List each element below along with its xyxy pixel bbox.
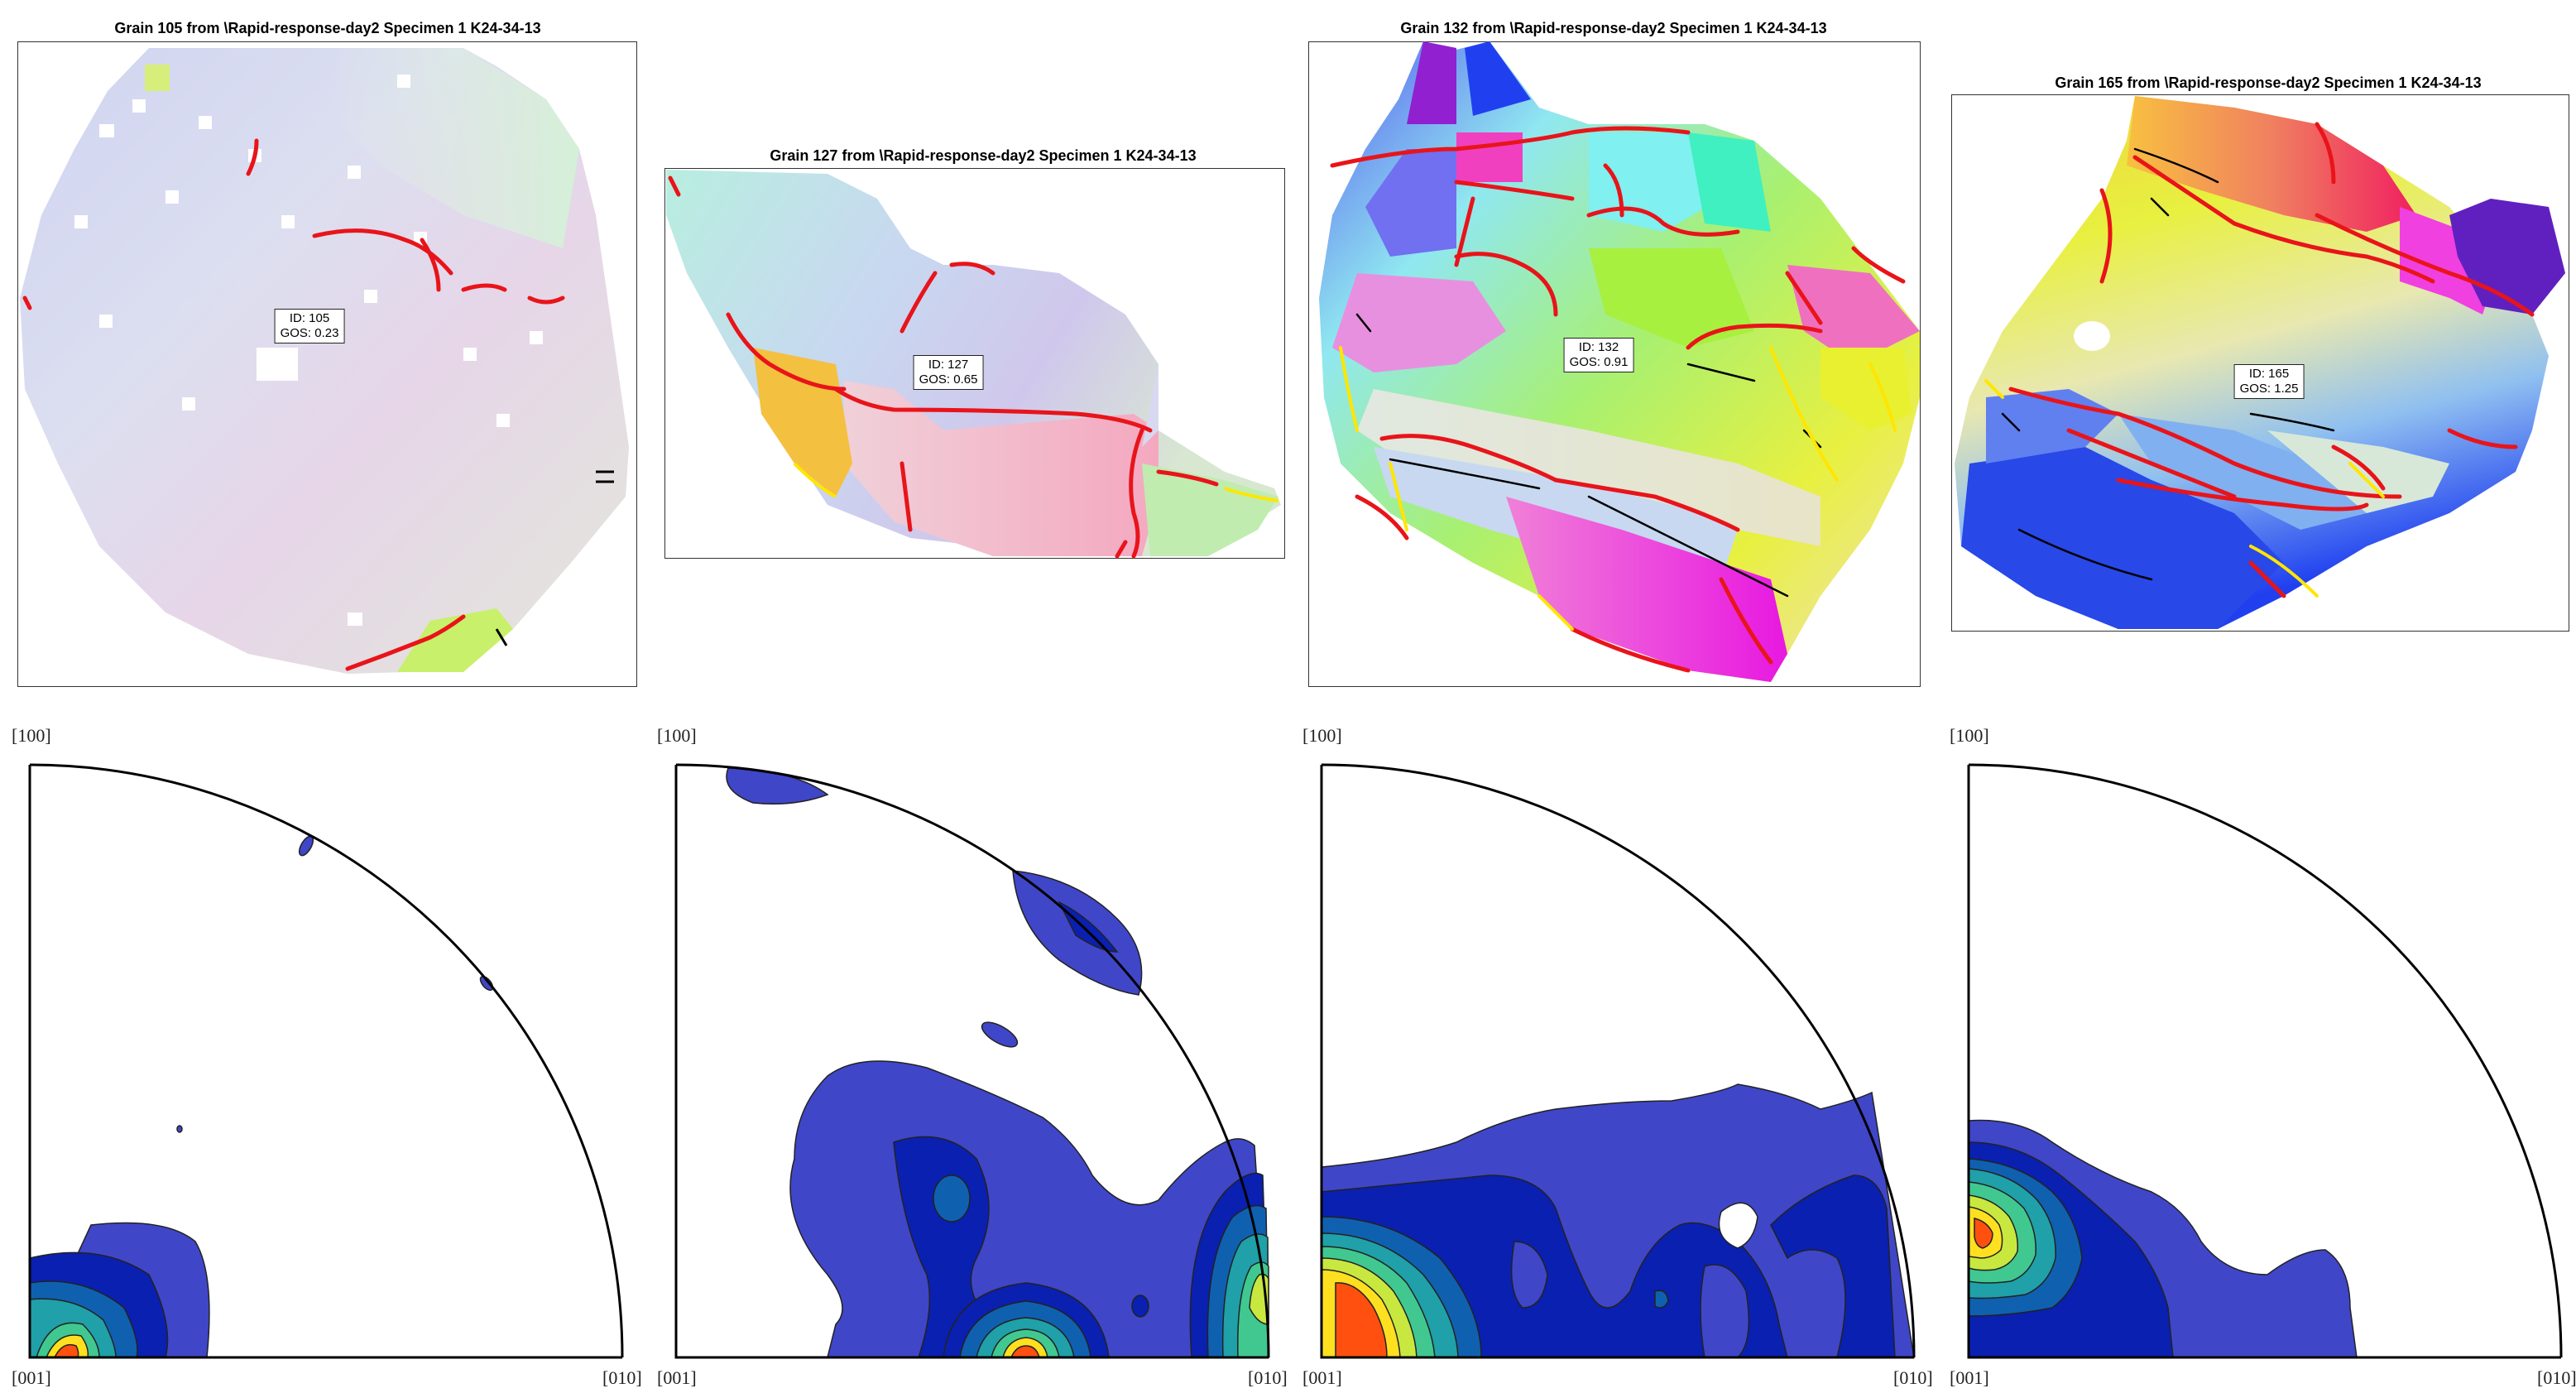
ipf-127-label-100: [100]	[657, 725, 697, 746]
grain-165-gos: GOS: 1.25	[2239, 382, 2299, 396]
grain-105-map-frame	[17, 41, 637, 687]
ipf-132-label-100: [100]	[1302, 725, 1342, 746]
grain-105-title: Grain 105 from \Rapid-response-day2 Spec…	[114, 20, 541, 36]
ipf-105-label-100: [100]	[12, 725, 51, 746]
grain-105-gos: GOS: 0.23	[280, 326, 339, 340]
grain-132-id-box: ID: 132 GOS: 0.91	[1563, 338, 1634, 372]
grain-127-title: Grain 127 from \Rapid-response-day2 Spec…	[770, 147, 1197, 164]
grain-127-map-frame	[664, 168, 1285, 559]
ipf-165	[1967, 763, 2563, 1359]
grain-127-gos: GOS: 0.65	[919, 372, 978, 387]
ipf-127-label-010: [010]	[1248, 1367, 1288, 1388]
grain-127-id-box: ID: 127 GOS: 0.65	[913, 355, 984, 390]
ipf-132-label-001: [001]	[1302, 1367, 1342, 1388]
ipf-132-label-010: [010]	[1893, 1367, 1933, 1388]
grain-165-id-box: ID: 165 GOS: 1.25	[2233, 364, 2305, 399]
ipf-165-label-010: [010]	[2537, 1367, 2576, 1388]
grain-165-map-frame	[1951, 94, 2569, 632]
ipf-165-label-001: [001]	[1950, 1367, 1989, 1388]
ipf-105	[28, 763, 624, 1359]
grain-132-id: ID: 132	[1578, 340, 1619, 354]
grain-165-title: Grain 165 from \Rapid-response-day2 Spec…	[2055, 74, 2482, 91]
ipf-105-label-010: [010]	[602, 1367, 642, 1388]
grain-105-id-box: ID: 105 GOS: 0.23	[274, 309, 345, 343]
ipf-127-label-001: [001]	[657, 1367, 697, 1388]
grain-132-map-frame	[1308, 41, 1921, 687]
ipf-127	[674, 763, 1270, 1359]
grain-132-title: Grain 132 from \Rapid-response-day2 Spec…	[1400, 20, 1827, 36]
grain-165-id: ID: 165	[2248, 367, 2290, 381]
grain-105-id: ID: 105	[289, 311, 330, 325]
grain-132-gos: GOS: 0.91	[1569, 355, 1629, 369]
ipf-165-label-100: [100]	[1950, 725, 1989, 746]
ipf-105-label-001: [001]	[12, 1367, 51, 1388]
grain-127-id: ID: 127	[928, 358, 969, 372]
ipf-132	[1320, 763, 1916, 1359]
